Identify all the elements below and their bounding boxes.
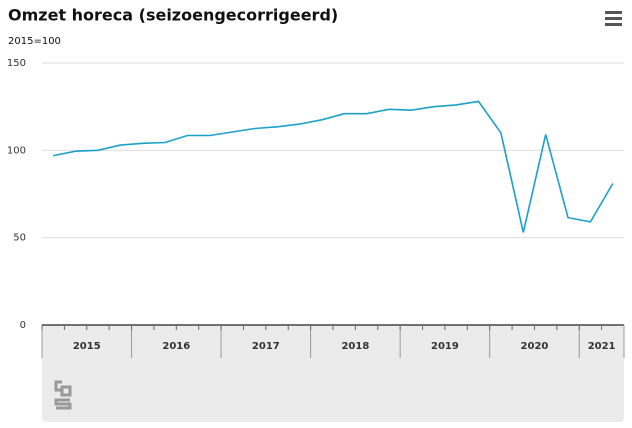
logo-part: [54, 380, 62, 392]
logo-part: [60, 385, 72, 397]
menu-bar[interactable]: [605, 23, 622, 26]
x-tick-label: 2021: [588, 341, 616, 352]
menu-bar[interactable]: [605, 11, 622, 14]
x-tick-label: 2015: [73, 341, 101, 352]
x-tick-label: 2020: [521, 341, 549, 352]
y-tick-label: 100: [7, 145, 26, 156]
chart-title: Omzet horeca (seizoengecorrigeerd): [8, 6, 338, 25]
menu-button[interactable]: [605, 11, 622, 26]
logo-part: [54, 398, 72, 410]
y-tick-label: 150: [7, 58, 26, 69]
data-line: [53, 100, 614, 233]
x-tick-label: 2018: [341, 341, 369, 352]
x-tick-label: 2016: [162, 341, 190, 352]
logo: [54, 380, 72, 410]
menu-bar[interactable]: [605, 17, 622, 20]
y-tick-label: 50: [13, 233, 26, 244]
y-tick-label: 0: [20, 320, 26, 331]
x-axis-band: [42, 325, 624, 422]
x-tick-label: 2017: [252, 341, 280, 352]
x-tick-label: 2019: [431, 341, 459, 352]
chart-subtitle: 2015=100: [8, 36, 61, 47]
